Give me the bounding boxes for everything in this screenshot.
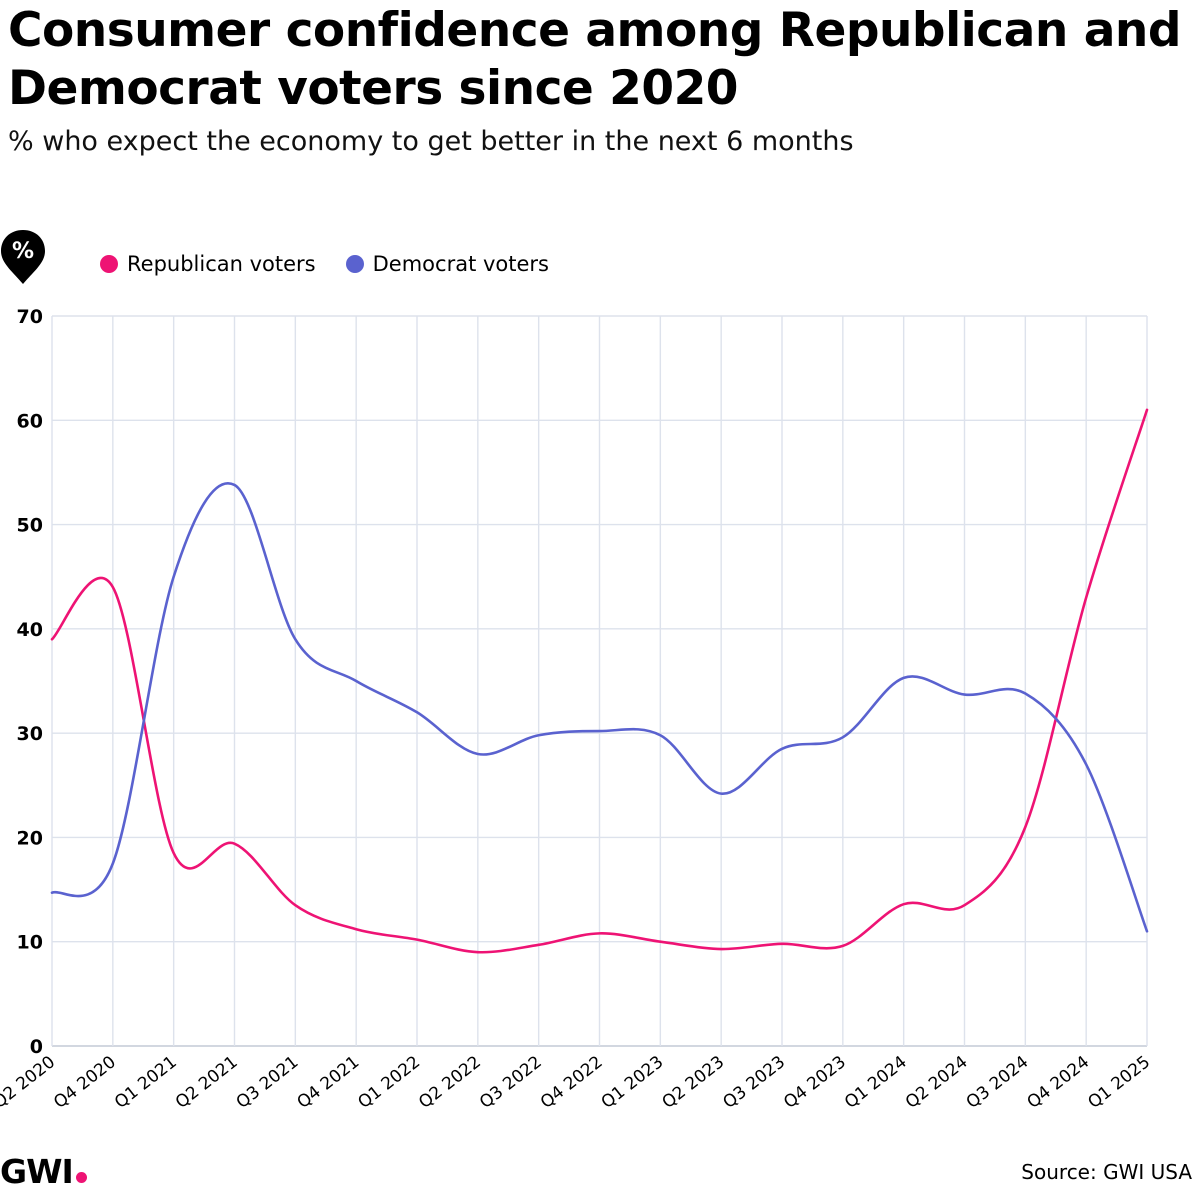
brand-logo: GWI bbox=[0, 1152, 87, 1191]
y-tick-label: 0 bbox=[30, 1036, 43, 1058]
series bbox=[50, 408, 1149, 954]
brand-dot-icon bbox=[75, 1172, 87, 1183]
source-note: Source: GWI USA bbox=[1021, 1160, 1192, 1184]
x-tick-label: Q3 2024 bbox=[963, 1052, 1033, 1113]
x-tick-label: Q2 2021 bbox=[172, 1052, 242, 1113]
x-tick-label: Q1 2025 bbox=[1084, 1052, 1154, 1113]
x-tick-label: Q4 2023 bbox=[780, 1052, 850, 1113]
x-tick-label: Q3 2023 bbox=[719, 1052, 789, 1113]
y-tick-label: 60 bbox=[17, 410, 43, 432]
x-tick-label: Q4 2024 bbox=[1024, 1052, 1094, 1113]
x-tick-label: Q2 2020 bbox=[0, 1052, 59, 1113]
chart-title: Consumer confidence among Republican and… bbox=[8, 3, 1182, 116]
percent-badge-icon: % bbox=[1, 230, 45, 284]
x-tick-label: Q2 2023 bbox=[659, 1052, 729, 1113]
x-tick-label: Q1 2024 bbox=[841, 1052, 911, 1113]
brand-name: GWI bbox=[0, 1152, 74, 1191]
republican-dot-icon bbox=[100, 255, 118, 273]
x-tick-label: Q4 2021 bbox=[294, 1052, 364, 1113]
legend-item-democrat: Democrat voters bbox=[345, 252, 549, 276]
y-tick-label: 10 bbox=[17, 932, 43, 954]
democrat-series-line bbox=[50, 482, 1149, 933]
x-tick-label: Q1 2021 bbox=[111, 1052, 181, 1113]
grid bbox=[51, 315, 1148, 1047]
x-tick-label: Q2 2024 bbox=[902, 1052, 972, 1113]
y-tick-label: 20 bbox=[17, 827, 43, 849]
chart-subtitle: % who expect the economy to get better i… bbox=[8, 126, 854, 157]
democrat-dot-icon bbox=[345, 255, 364, 273]
y-tick-label: 30 bbox=[17, 723, 43, 745]
x-tick-label: Q4 2020 bbox=[50, 1052, 120, 1113]
legend: Republican voters Democrat voters bbox=[100, 252, 579, 276]
percent-badge-label: % bbox=[12, 239, 34, 264]
republican-series-line bbox=[50, 408, 1149, 954]
legend-label-republican: Republican voters bbox=[127, 252, 316, 276]
x-tick-label: Q3 2022 bbox=[476, 1052, 546, 1113]
x-tick-label: Q3 2021 bbox=[233, 1052, 303, 1113]
x-tick-label: Q1 2022 bbox=[354, 1052, 424, 1113]
y-tick-label: 50 bbox=[17, 515, 43, 537]
x-tick-label: Q2 2022 bbox=[415, 1052, 485, 1113]
legend-label-democrat: Democrat voters bbox=[372, 252, 549, 276]
y-tick-label: 70 bbox=[17, 306, 43, 328]
x-tick-label: Q4 2022 bbox=[537, 1052, 607, 1113]
legend-item-republican: Republican voters bbox=[100, 252, 316, 276]
y-tick-label: 40 bbox=[17, 619, 43, 641]
x-tick-label: Q1 2023 bbox=[598, 1052, 668, 1113]
